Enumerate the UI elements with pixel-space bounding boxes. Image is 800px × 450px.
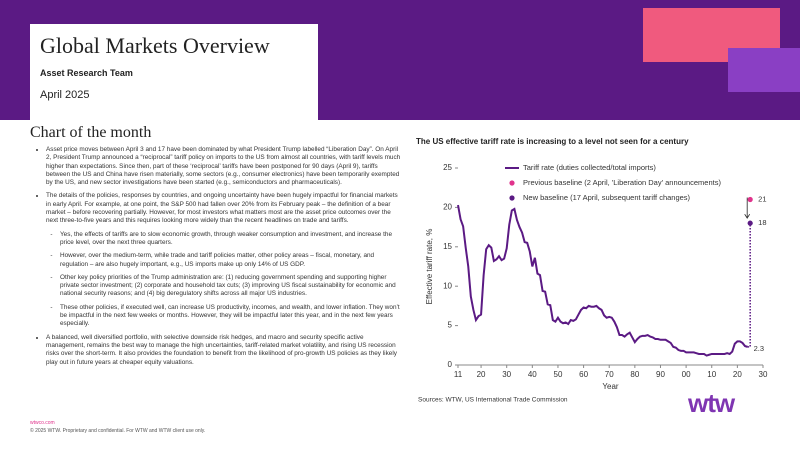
x-axis-label: Year: [602, 382, 619, 391]
x-tick-label: 10: [707, 370, 716, 379]
y-tick-label: 5: [448, 321, 453, 330]
point: [747, 196, 753, 203]
x-tick-label: 20: [477, 370, 486, 379]
copyright: © 2025 WTW. Proprietary and confidential…: [30, 428, 206, 434]
x-tick-label: 20: [733, 370, 742, 379]
y-axis-label: Effective tariff rate, %: [425, 229, 434, 305]
legend-label: Tariff rate (duties collected/total impo…: [523, 163, 656, 172]
x-tick-label: 70: [605, 370, 614, 379]
projection-line: [747, 223, 751, 348]
bullet: A balanced, well diversified portfolio, …: [46, 334, 402, 367]
date: April 2025: [40, 89, 90, 101]
y-tick-label: 10: [443, 281, 452, 290]
sub-bullet: Yes, the effects of tariffs are to slow …: [56, 231, 402, 248]
bullet-text: Asset price moves between April 3 and 17…: [30, 146, 402, 372]
legend-marker: [509, 180, 515, 186]
arrow: [744, 197, 751, 219]
x-tick-label: 30: [502, 370, 511, 379]
sub-bullet: These other policies, if executed well, …: [56, 304, 402, 329]
source: Sources: WTW, US International Trade Com…: [418, 397, 568, 404]
bullet-text: A balanced, well diversified portfolio, …: [46, 333, 397, 366]
logo: wtw: [688, 388, 735, 418]
y-tick-label: 0: [448, 360, 453, 369]
y-tick-label: 15: [443, 242, 452, 251]
x-tick-label: 90: [656, 370, 665, 379]
sub-bullet: However, over the medium-term, while tra…: [56, 252, 402, 269]
legend-label: Previous baseline (2 April, 'Liberation …: [523, 178, 721, 187]
section-title: Chart of the month: [30, 124, 152, 141]
x-tick-label: 30: [759, 370, 768, 379]
sub-bullet: Other key policy priorities of the Trump…: [56, 274, 402, 299]
decor-purple: [728, 48, 800, 92]
chart: 0 5 10 15 20 25 11 20 30 40 50 60 70 80 90 00 10 20 30 Year…: [418, 163, 768, 404]
legend-marker: [509, 195, 515, 201]
bullet: The details of the policies, responses b…: [46, 192, 402, 328]
x-tick-label: 60: [579, 370, 588, 379]
bullet-text: The details of the policies, responses b…: [46, 192, 398, 225]
data-label: 18: [758, 218, 766, 227]
chart-title: The US effective tariff rate is increasi…: [416, 137, 689, 146]
x-tick-label: 50: [554, 370, 563, 379]
title: Global Markets Overview: [40, 33, 270, 58]
bullet-text: Asset price moves between April 3 and 17…: [46, 146, 401, 187]
series-line: [457, 204, 748, 357]
team: Asset Research Team: [40, 68, 133, 78]
y-tick-label: 25: [443, 163, 452, 172]
legend-label: New baseline (17 April, subsequent tarif…: [523, 193, 691, 202]
x-tick-label: 11: [454, 370, 463, 379]
x-tick-label: 40: [528, 370, 537, 379]
data-label: 2.3: [754, 344, 764, 353]
y-tick-label: 20: [443, 203, 452, 212]
x-tick-label: 80: [630, 370, 639, 379]
bullet: Asset price moves between April 3 and 17…: [46, 146, 402, 187]
x-tick-label: 00: [682, 370, 691, 379]
sub-list: Yes, the effects of tariffs are to slow …: [46, 231, 402, 329]
data-label: 21: [758, 195, 766, 204]
footer-url: wtwco.com: [30, 420, 55, 426]
title-box: [30, 24, 318, 120]
